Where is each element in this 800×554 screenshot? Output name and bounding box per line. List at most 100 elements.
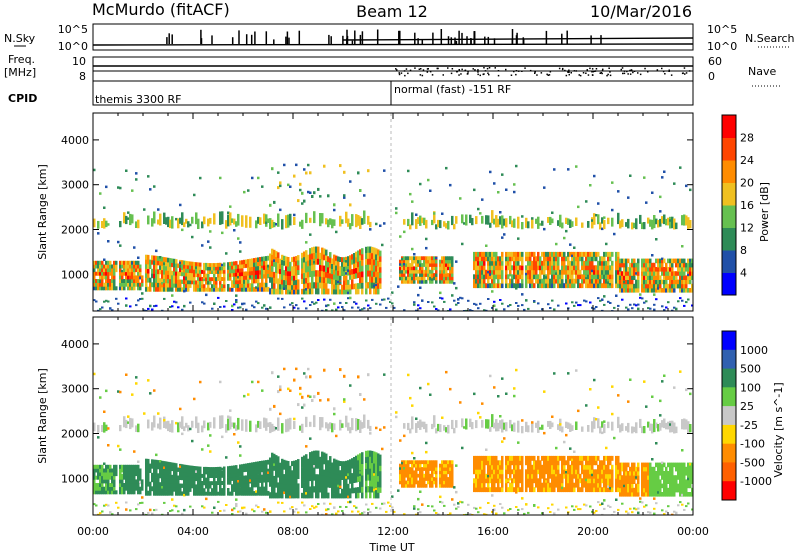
velocity-cell [427,463,430,468]
velocity-cell [553,464,556,470]
power-cell [557,256,560,262]
power-cell [223,276,226,281]
power-cell [507,283,510,289]
velocity-cell [455,507,458,510]
velocity-cell [481,419,484,428]
power-cell [371,282,374,289]
power-cell [213,277,216,282]
velocity-cell [549,511,552,513]
power-cell [113,271,116,276]
velocity-cell [201,448,204,451]
power-cell [595,256,598,262]
velocity-cell [345,460,348,466]
power-cell [93,271,96,276]
power-cell [289,185,292,188]
power-cell [145,263,148,269]
power-colorbar-swatch [722,227,736,251]
power-y-tick-label: 3000 [61,179,89,192]
velocity-cell [265,418,268,431]
power-cell [139,264,142,269]
power-cell [147,277,150,283]
power-cell [667,217,670,226]
velocity-cell [531,469,534,475]
power-cell [297,284,300,290]
velocity-cell [491,482,494,488]
power-cell [445,266,448,271]
velocity-cell [167,420,170,432]
power-xaxis [92,113,694,311]
velocity-cell [371,468,374,475]
power-cell [681,279,684,285]
velocity-cell [305,492,308,495]
velocity-cell [315,462,318,469]
velocity-cell [561,473,564,479]
velocity-cell [237,483,240,489]
power-cell [429,256,432,261]
velocity-cell [315,474,318,481]
power-cell [95,260,98,265]
velocity-cell [413,460,416,465]
power-cell [373,284,376,288]
power-cell [149,304,152,308]
power-cell [163,269,166,275]
power-cell [561,274,564,280]
power-cell [585,251,588,257]
power-cell [415,309,418,311]
velocity-cell [333,478,336,484]
power-cell [477,260,480,266]
velocity-cell [419,419,422,430]
power-cell [271,219,274,228]
power-cell [325,277,328,284]
velocity-cell [407,483,410,488]
power-cell [327,267,330,273]
power-cell [595,214,598,217]
velocity-cell [517,441,520,444]
power-cell [269,259,272,266]
power-cell [171,274,174,280]
power-cell [271,271,274,278]
nave-dot [600,72,602,74]
power-cell [657,267,660,272]
velocity-cell [219,466,222,471]
power-cell [395,207,398,210]
velocity-cell [315,456,318,463]
power-cell [385,306,388,309]
power-cell [211,284,214,289]
power-cell [373,259,376,266]
power-cell [171,287,174,292]
power-cell [533,265,536,271]
power-cell [555,272,558,275]
velocity-cell [269,474,272,482]
power-cell [239,272,242,277]
power-cell [691,283,693,289]
velocity-cell [545,482,548,488]
velocity-cell [199,488,202,493]
velocity-cell [301,461,304,468]
power-cell [501,265,504,271]
power-cell [461,242,464,246]
power-cell [321,309,324,311]
power-cell [375,302,378,305]
velocity-cell [111,468,114,473]
power-cell [195,212,198,225]
power-cell [645,300,648,303]
velocity-cell [183,493,186,497]
power-cell [293,261,296,267]
power-cell [237,213,240,226]
velocity-cell [133,464,136,469]
velocity-cell [491,510,494,513]
power-cell [665,271,668,276]
velocity-cell [175,471,178,476]
power-cell [303,168,306,171]
power-cell [657,275,660,280]
power-cell [519,251,522,257]
power-cell [101,275,104,280]
power-cell [475,256,478,262]
velocity-cell [405,463,408,468]
velocity-cell [207,444,210,447]
power-cell [305,277,308,284]
power-cell [427,259,430,264]
power-cell [549,265,552,271]
power-cell [137,260,140,265]
velocity-cell [411,463,414,468]
